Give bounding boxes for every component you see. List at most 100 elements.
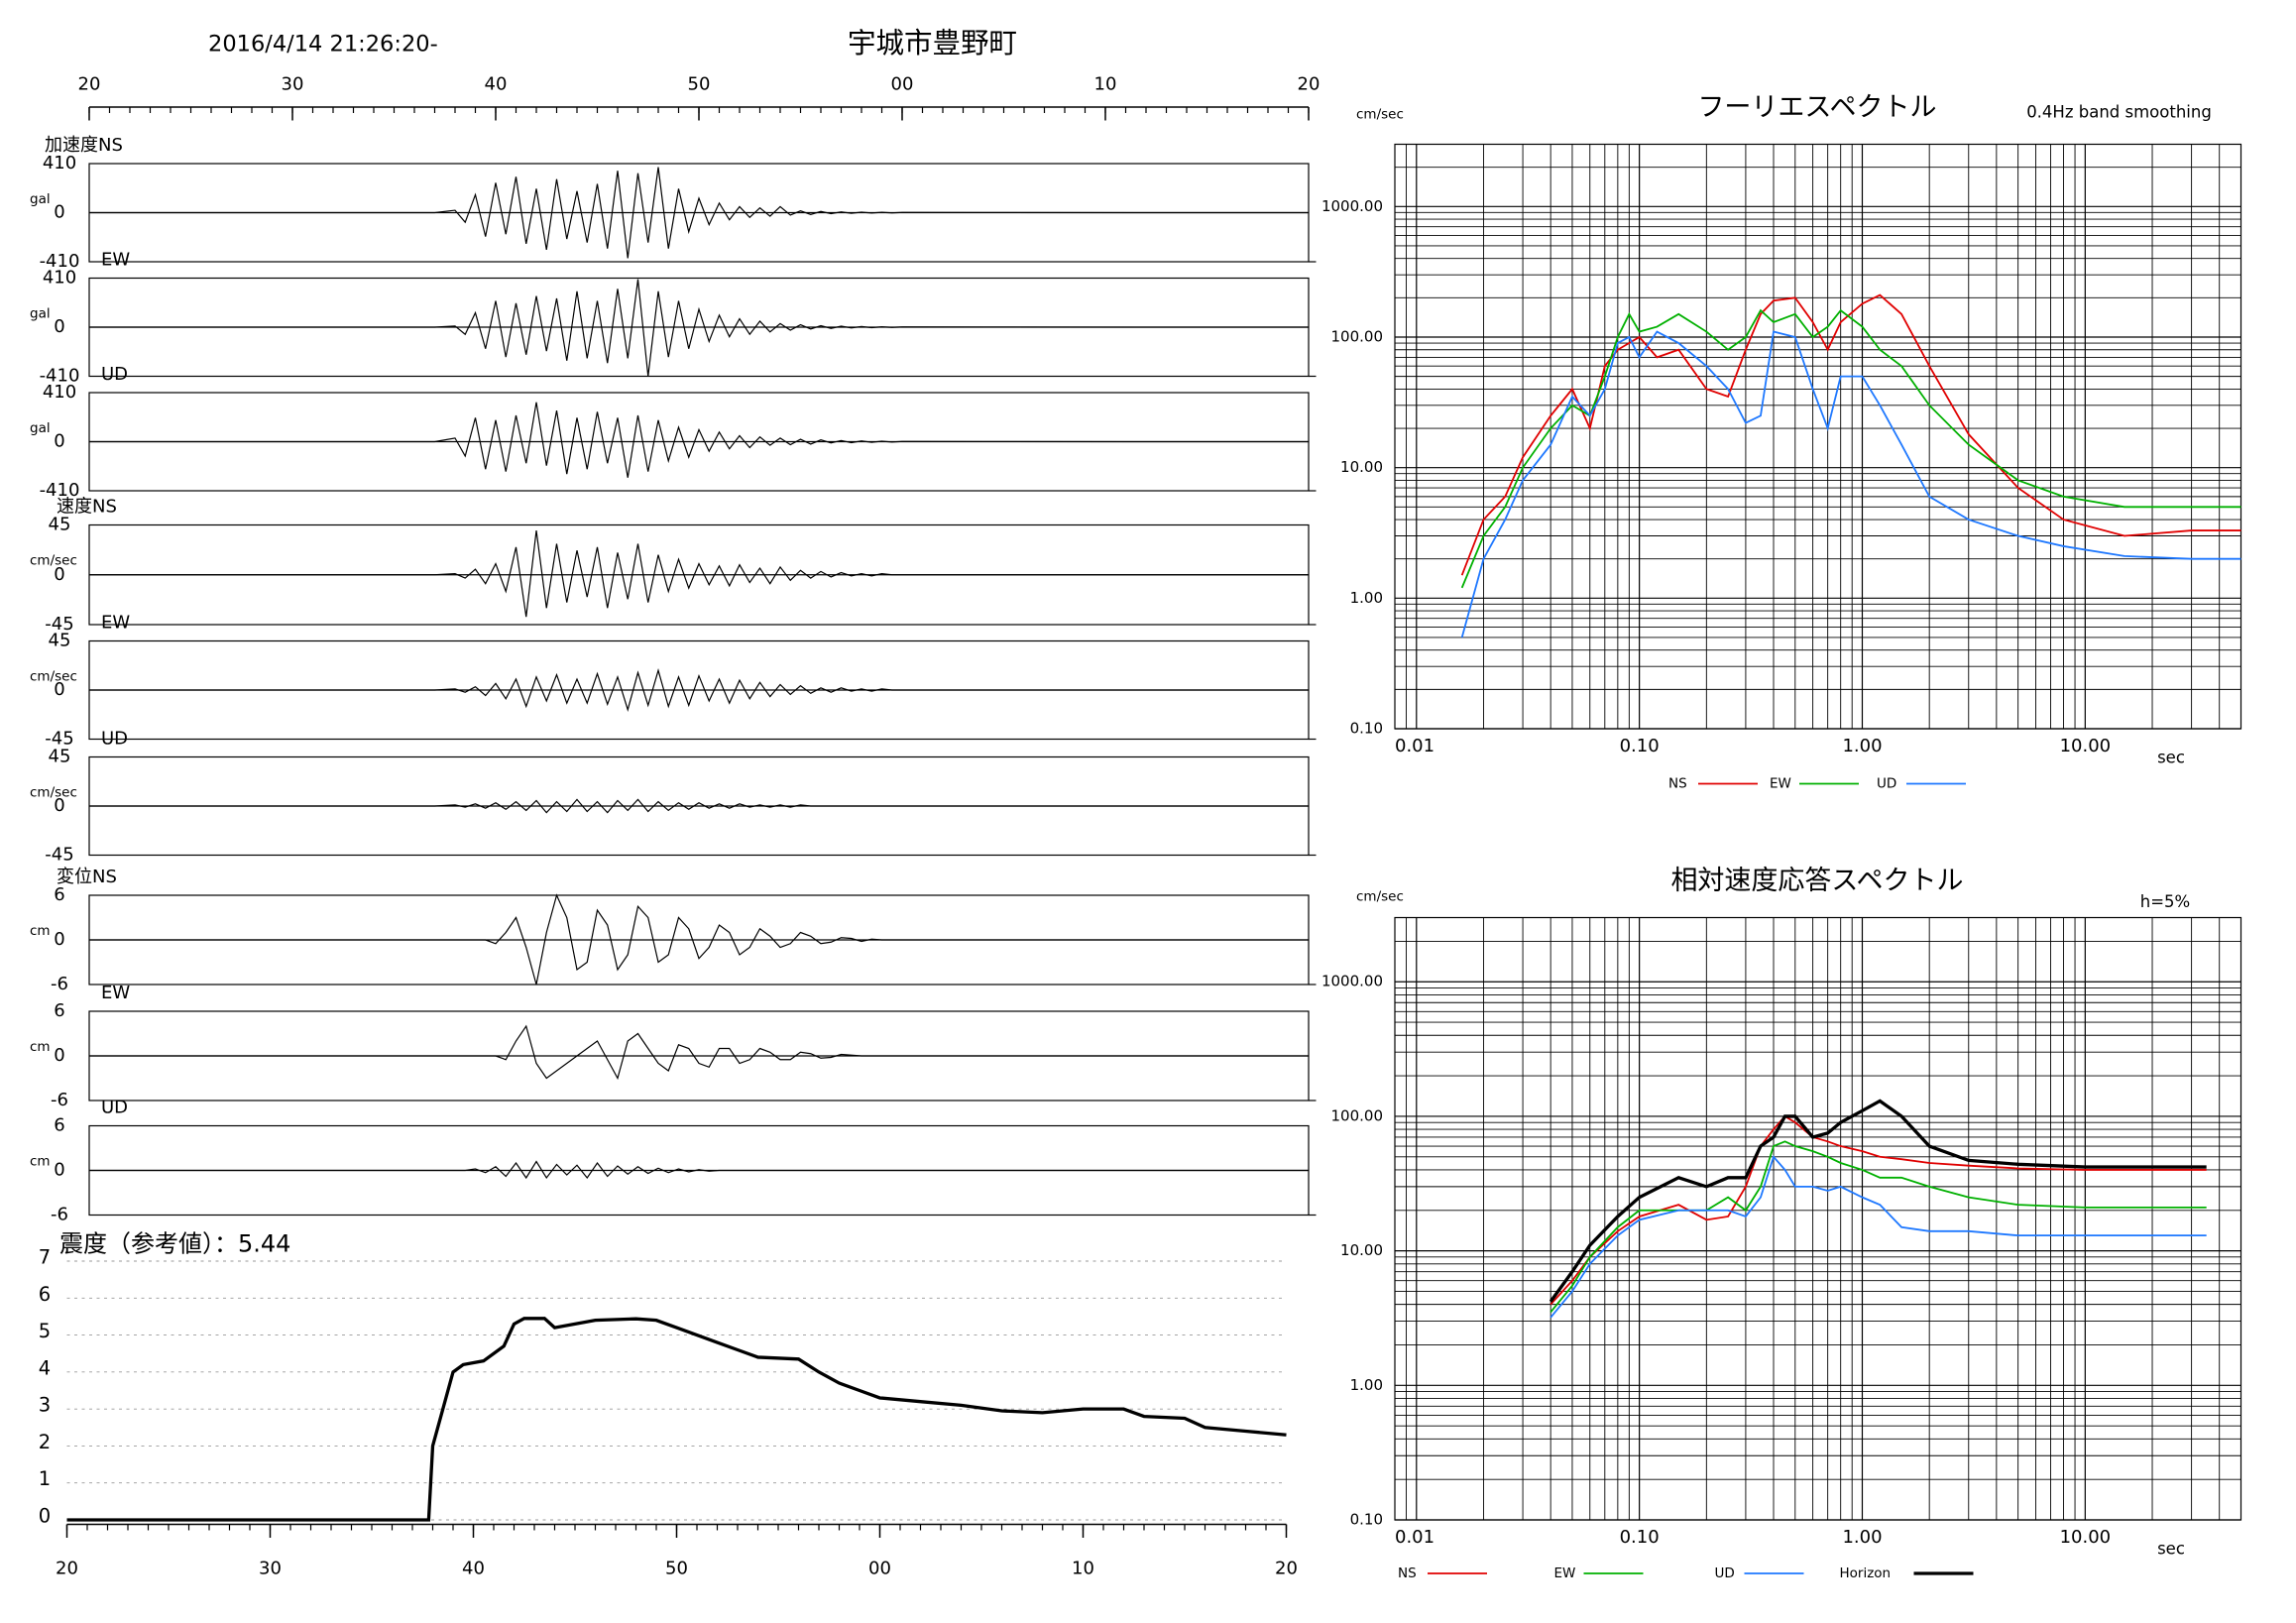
x-axis-unit: sec [2157, 749, 2185, 767]
unit-label: gal [30, 191, 51, 207]
y-tick-label: -6 [51, 1205, 68, 1225]
panel-label: 変位NS [57, 867, 117, 887]
y-tick-label: 3 [39, 1394, 51, 1417]
x-tick-label: 10.00 [2060, 1527, 2112, 1548]
x-tick-label: 20 [78, 74, 101, 95]
x-axis-unit: sec [2157, 1540, 2185, 1559]
x-tick-label: 40 [462, 1559, 485, 1579]
panel-label: 速度NS [57, 497, 117, 518]
waveform [89, 167, 1309, 259]
y-tick-label: 1000.00 [1321, 973, 1383, 990]
panel-label: EW [101, 983, 130, 1003]
waveform [89, 279, 1309, 377]
spectrum-subtitle: h=5% [2140, 892, 2190, 911]
y-tick-label: 5 [39, 1320, 51, 1342]
y-tick-label: 1.00 [1350, 589, 1383, 607]
y-tick-label: 45 [49, 747, 71, 767]
spectrum-line [1550, 1140, 2207, 1314]
unit-label: cm [30, 923, 51, 939]
record-time: 2016/4/14 21:26:20- [208, 32, 438, 58]
y-tick-label: 1 [39, 1467, 51, 1490]
panel-label: EW [101, 613, 130, 634]
spectrum-line [1460, 330, 2241, 638]
y-tick-label: 410 [43, 153, 76, 174]
spectrum-title: 相対速度応答スペクトル [1670, 866, 1963, 896]
y-tick-label: -410 [40, 366, 80, 387]
y-tick-label: 4 [39, 1356, 51, 1379]
x-tick-label: 1.00 [1842, 736, 1882, 756]
spectrum-line [1550, 1154, 2207, 1319]
waveform [89, 402, 1309, 478]
x-tick-label: 00 [891, 74, 914, 95]
plot-frame [1394, 916, 2242, 1521]
x-tick-label: 0.10 [1620, 1527, 1660, 1548]
y-tick-label: 10.00 [1340, 1241, 1383, 1259]
panel-label: UD [101, 1098, 128, 1118]
panel-label: UD [101, 364, 128, 385]
x-tick-label: 50 [665, 1559, 688, 1579]
y-tick-label: -6 [51, 1090, 68, 1110]
spectrum-line [1460, 293, 2241, 576]
spectrum-line [1550, 1114, 2207, 1306]
waveform [89, 668, 1309, 712]
legend-label: NS [1398, 1565, 1417, 1581]
y-tick-label: 10.00 [1340, 458, 1383, 476]
y-tick-label: -410 [40, 480, 80, 501]
x-tick-label: 40 [485, 74, 508, 95]
y-tick-label: 0 [54, 316, 64, 337]
x-tick-label: 30 [259, 1559, 282, 1579]
legend-label: UD [1877, 776, 1896, 792]
plot-frame [1394, 143, 2242, 730]
x-tick-label: 20 [56, 1559, 78, 1579]
y-tick-label: -410 [40, 251, 80, 272]
x-tick-label: 0.10 [1620, 736, 1660, 756]
unit-label: gal [30, 420, 51, 436]
x-tick-label: 1.00 [1842, 1527, 1882, 1548]
y-tick-label: 2 [39, 1431, 51, 1453]
unit-label: cm [30, 1039, 51, 1055]
x-tick-label: 20 [1275, 1559, 1298, 1579]
waveform [89, 530, 1309, 618]
x-tick-label: 10.00 [2060, 736, 2112, 756]
x-tick-label: 0.01 [1395, 736, 1435, 756]
y-tick-label: 0 [54, 679, 64, 700]
y-tick-label: -45 [45, 614, 73, 635]
y-tick-label: 0 [39, 1505, 51, 1528]
spectrum-line [1549, 1099, 2207, 1303]
y-tick-label: 6 [54, 884, 64, 905]
station-title: 宇城市豊野町 [848, 27, 1017, 59]
y-tick-label: 410 [43, 382, 76, 403]
intensity-title: 震度（参考値）：5.44 [59, 1230, 290, 1258]
x-tick-label: 30 [282, 74, 304, 95]
x-tick-label: 10 [1072, 1559, 1094, 1579]
y-tick-label: -45 [45, 729, 73, 750]
spectrum-subtitle: 0.4Hz band smoothing [2026, 103, 2212, 122]
y-tick-label: 0 [54, 431, 64, 452]
legend-label: NS [1668, 776, 1687, 792]
y-tick-label: 6 [54, 1000, 64, 1021]
panel-label: 加速度NS [45, 135, 123, 156]
y-tick-label: 100.00 [1331, 1106, 1384, 1124]
y-axis-unit: cm/sec [1356, 889, 1404, 905]
y-tick-label: 6 [39, 1283, 51, 1306]
y-tick-label: 0 [54, 929, 64, 950]
unit-label: cm/sec [30, 669, 77, 685]
legend-label: EW [1770, 776, 1791, 792]
y-tick-label: 0.10 [1350, 1511, 1383, 1529]
y-tick-label: 410 [43, 268, 76, 289]
y-tick-label: -6 [51, 974, 68, 994]
y-tick-label: 0 [54, 564, 64, 585]
y-tick-label: 0 [54, 202, 64, 223]
spectrum-line [1460, 308, 2241, 589]
x-tick-label: 00 [868, 1559, 891, 1579]
y-tick-label: 6 [54, 1115, 64, 1136]
unit-label: cm [30, 1154, 51, 1170]
unit-label: gal [30, 306, 51, 322]
x-tick-label: 0.01 [1395, 1527, 1435, 1548]
waveform [89, 1160, 1309, 1180]
waveform [89, 798, 1309, 814]
waveform [89, 893, 1309, 985]
waveform [89, 1024, 1309, 1081]
y-tick-label: 45 [49, 631, 71, 651]
